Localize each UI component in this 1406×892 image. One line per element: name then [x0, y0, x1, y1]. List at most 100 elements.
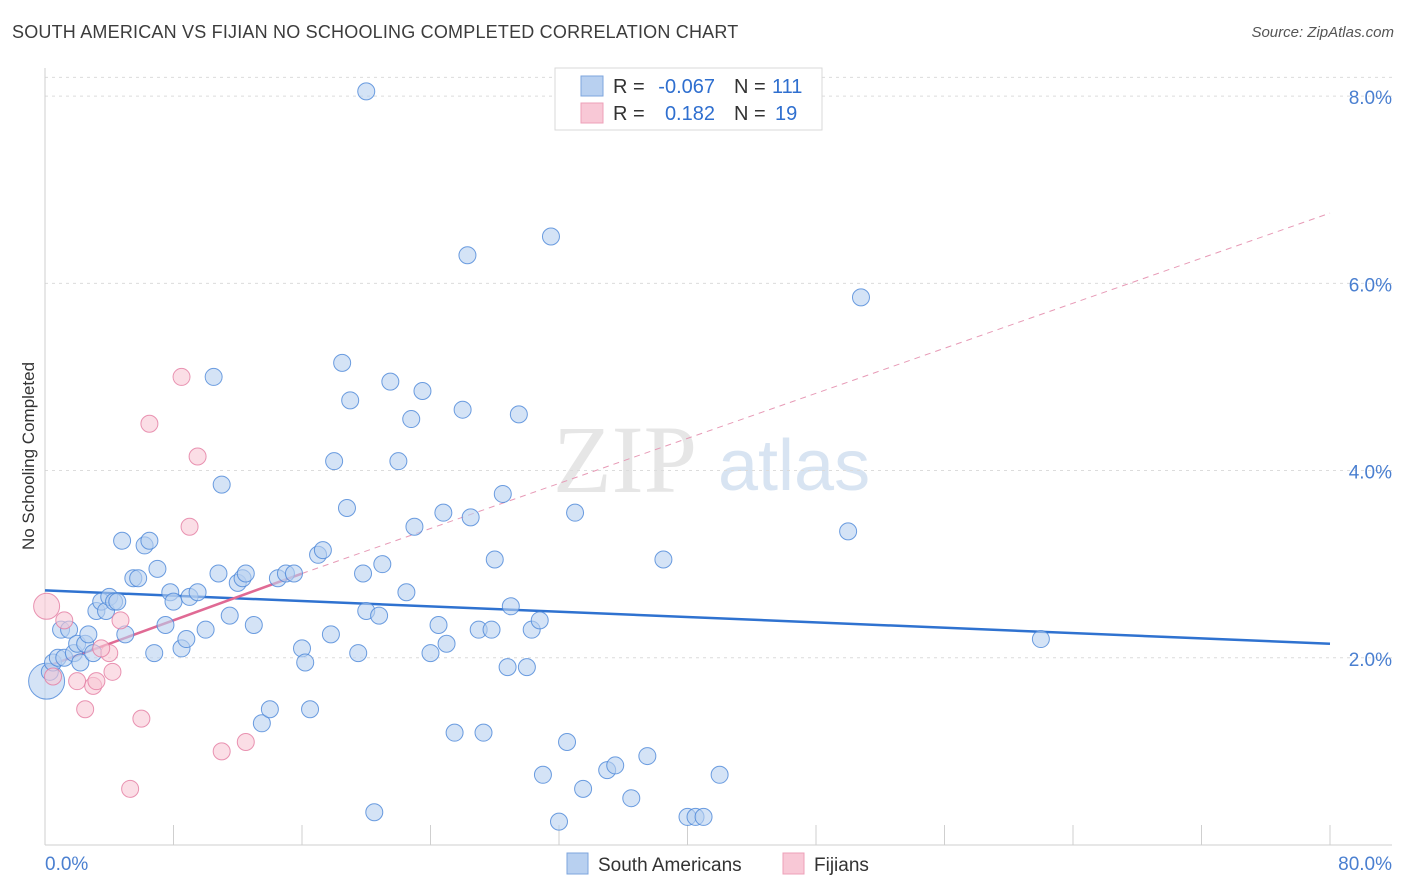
south-americans-point: [365, 803, 384, 822]
south-americans-point: [851, 288, 870, 307]
y-axis-title: No Schooling Completed: [19, 362, 38, 550]
fijians-point: [180, 517, 199, 536]
south-americans-point: [434, 503, 453, 522]
legend-n-label-blue: N =: [734, 76, 766, 98]
fijians-point: [140, 414, 159, 433]
south-americans-point: [574, 779, 593, 798]
south-americans-point: [530, 611, 549, 630]
axes: [44, 68, 1392, 846]
south-americans-point: [284, 564, 303, 583]
fijians-points: [33, 367, 255, 798]
chart-title: SOUTH AMERICAN VS FIJIAN NO SCHOOLING CO…: [12, 22, 739, 42]
bottom-legend-swatch-fijians: [782, 852, 805, 875]
legend-r-label-pink: R =: [613, 103, 645, 125]
south-americans-point: [517, 658, 536, 677]
south-americans-point: [220, 606, 239, 625]
fijians-point: [172, 367, 191, 386]
fijians-point: [92, 639, 111, 658]
source-label: Source: ZipAtlas.com: [1251, 24, 1394, 41]
south-americans-point: [421, 644, 440, 663]
y-tick-label: 8.0%: [1349, 88, 1392, 109]
south-americans-point: [445, 723, 464, 742]
south-americans-point: [209, 564, 228, 583]
south-americans-point: [485, 550, 504, 569]
south-americans-point: [252, 714, 271, 733]
legend-r-value-pink: 0.182: [665, 103, 715, 125]
bottom-legend-label-south-americans: South Americans: [598, 855, 742, 876]
watermark-zip: ZIP: [553, 406, 697, 513]
south-americans-point: [498, 658, 517, 677]
fijians-point: [236, 733, 255, 752]
south-americans-point: [370, 606, 389, 625]
south-americans-point: [296, 653, 315, 672]
south-americans-point: [397, 583, 416, 602]
south-americans-point: [325, 452, 344, 471]
watermark-atlas: atlas: [718, 426, 870, 506]
south-americans-point: [606, 756, 625, 775]
south-americans-point: [341, 391, 360, 410]
x-tick-label-min: 0.0%: [45, 854, 88, 875]
y-tick-label: 2.0%: [1349, 650, 1392, 671]
south-americans-point: [839, 522, 858, 541]
fijians-point: [188, 447, 207, 466]
south-americans-point: [381, 372, 400, 391]
fijians-point: [132, 709, 151, 728]
south-americans-point: [204, 367, 223, 386]
south-americans-point: [164, 592, 183, 611]
south-americans-point: [550, 812, 568, 831]
south-americans-point: [458, 246, 477, 265]
legend-r-value-blue: -0.067: [658, 76, 715, 98]
fijians-point: [55, 611, 74, 630]
south-americans-point: [108, 592, 127, 611]
south-americans-point: [566, 503, 585, 522]
south-americans-point: [437, 634, 456, 653]
south-americans-point: [474, 723, 493, 742]
legend-n-value-blue: 111: [772, 76, 802, 98]
fijians-trend-extension: [301, 212, 1331, 574]
x-ticks: [44, 825, 1331, 845]
south-americans-point: [212, 475, 231, 494]
south-americans-points: [28, 82, 1050, 831]
south-americans-trend-line: [44, 589, 1331, 645]
south-americans-point: [337, 498, 356, 517]
south-americans-point: [145, 644, 164, 663]
fijians-point: [103, 662, 122, 681]
series-legend: South Americans Fijians: [566, 852, 869, 876]
south-americans-point: [79, 625, 98, 644]
south-americans-point: [509, 405, 528, 424]
fijians-point: [111, 611, 130, 630]
south-americans-point: [501, 597, 520, 616]
south-americans-point: [622, 789, 641, 808]
south-americans-point: [357, 82, 376, 101]
south-americans-point: [493, 484, 512, 503]
south-americans-point: [1031, 630, 1050, 649]
fijians-point: [87, 672, 106, 691]
south-americans-point: [301, 700, 320, 719]
south-americans-point: [349, 644, 368, 663]
south-americans-point: [402, 410, 421, 429]
south-americans-point: [654, 550, 673, 569]
south-americans-point: [413, 381, 432, 400]
south-americans-point: [461, 508, 480, 527]
y-tick-label: 6.0%: [1349, 275, 1392, 296]
fijians-point: [121, 779, 140, 798]
fijians-point: [68, 672, 87, 691]
south-americans-point: [113, 531, 132, 550]
south-americans-point: [405, 517, 424, 536]
legend-swatch-pink: [580, 102, 604, 124]
south-americans-point: [333, 353, 352, 372]
south-americans-point: [188, 583, 207, 602]
south-americans-point: [638, 747, 657, 766]
south-americans-point: [354, 564, 373, 583]
south-americans-point: [313, 541, 332, 560]
south-americans-point: [694, 807, 713, 826]
legend-n-value-pink: 19: [775, 103, 797, 125]
south-americans-point: [71, 653, 90, 672]
south-americans-point: [156, 616, 175, 635]
south-americans-point: [140, 531, 159, 550]
south-americans-point: [558, 733, 577, 752]
south-americans-point: [429, 616, 448, 635]
fijians-point: [33, 592, 61, 620]
fijians-point: [212, 742, 231, 761]
